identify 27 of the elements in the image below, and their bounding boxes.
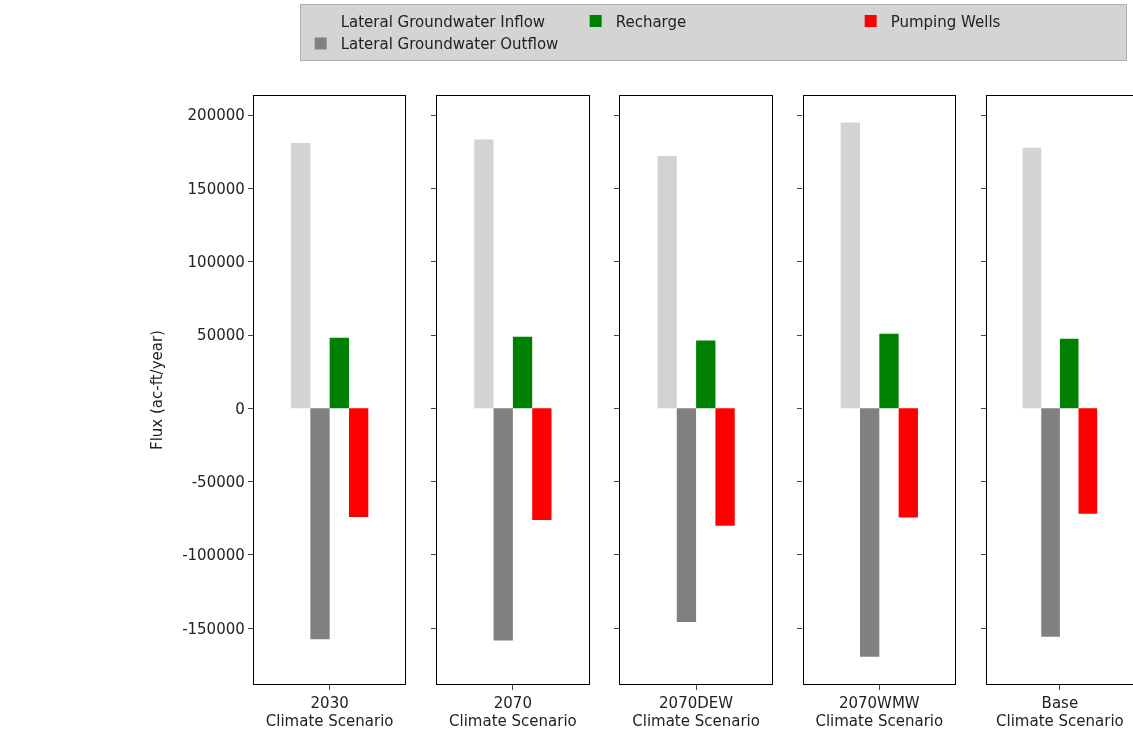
y-tick-label: 100000 [187,252,245,271]
x-axis-title: Climate Scenario [815,712,944,731]
y-tick-label: 150000 [187,179,245,198]
y-tick-label: -100000 [182,546,245,565]
y-tick-label: 200000 [187,106,245,125]
legend-label: Recharge [615,12,687,31]
x-axis-title: Climate Scenario [632,712,760,731]
x-axis-title: Climate Scenario [265,712,394,731]
y-tick-label: -50000 [191,472,245,491]
y-tick-label: 0 [235,399,245,418]
y-axis-title: Flux (ac-ft/year) [148,330,167,450]
text: Lateral Groundwater Inflow [340,12,546,31]
x-axis-title: Climate Scenario [449,712,577,731]
bar [291,142,311,409]
x-tick-label: 2070WMW [838,694,920,713]
x-axis-title: Climate Scenario [996,712,1124,731]
bar [348,408,369,517]
x-tick-label: 2030 [310,694,349,713]
y-tick-label: 50000 [197,326,245,345]
bar [329,337,349,409]
x-tick-label: 2070 [493,694,532,713]
y-tick-label: -150000 [182,619,245,638]
legend-label: Pumping Wells [890,12,1001,31]
bar [310,408,330,640]
x-tick-label: Base [1041,694,1079,713]
legend-label: Lateral Groundwater Outflow [340,35,559,54]
x-tick-label: 2070DEW [659,694,734,713]
